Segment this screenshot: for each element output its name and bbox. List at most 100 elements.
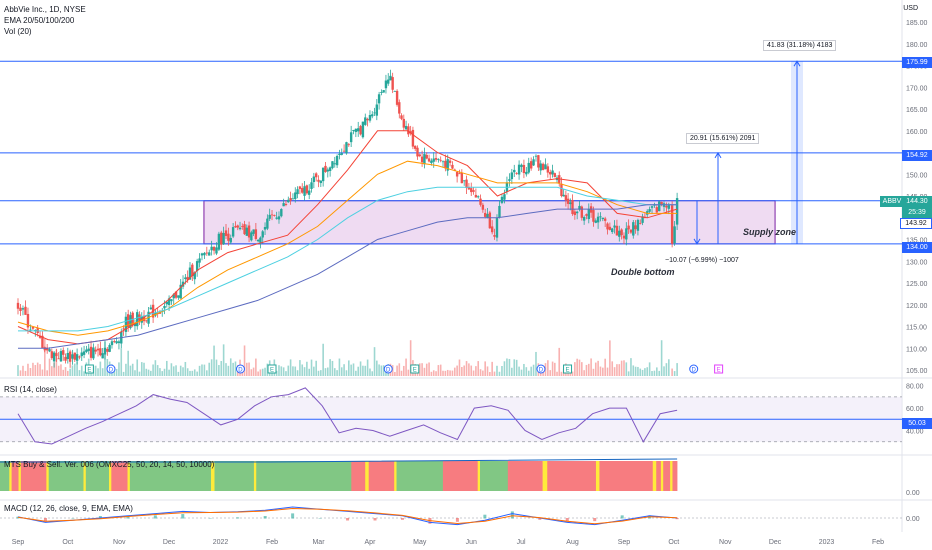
measure-label-big[interactable]: 41.83 (31.18%) 4183: [763, 40, 837, 51]
volume-bar: [491, 361, 493, 376]
candle-body: [142, 315, 146, 322]
volume-bar: [225, 363, 227, 376]
price-tick-label: 135.00: [906, 238, 928, 245]
candle-body: [364, 117, 367, 125]
candle-body: [64, 356, 67, 361]
macd-histogram-bar: [71, 518, 75, 519]
last-price-tag: 144.30: [902, 196, 932, 207]
volume-bar: [396, 365, 398, 376]
time-tick-label: Dec: [769, 539, 782, 546]
macd-histogram-bar: [483, 514, 487, 519]
candle-body: [122, 328, 125, 330]
candle-body: [287, 199, 290, 203]
candle-body: [479, 198, 482, 205]
candle-body: [275, 217, 278, 219]
volume-bar: [359, 361, 362, 376]
volume-bar: [329, 359, 331, 376]
measure-label-down[interactable]: −10.07 (−6.99%) −1007: [665, 257, 739, 264]
volume-bar: [620, 360, 623, 376]
volume-bar: [421, 363, 423, 376]
volume-bar: [482, 370, 484, 376]
symbol-title[interactable]: AbbVie Inc., 1D, NYSE: [4, 5, 86, 14]
volume-bar: [416, 371, 419, 376]
ema-line: [18, 204, 678, 349]
candle-body: [601, 217, 605, 220]
candle-body: [324, 165, 327, 172]
ema-legend[interactable]: EMA 20/50/100/200: [4, 16, 75, 25]
macd-pane-label[interactable]: MACD (12, 26, close, 9, EMA, EMA): [4, 504, 133, 513]
volume-bar: [599, 366, 602, 376]
volume-bar: [57, 365, 60, 376]
macd-histogram-bar: [538, 518, 542, 520]
time-tick-label: Oct: [62, 539, 73, 546]
mts-segment: [20, 461, 47, 491]
volume-bar: [489, 371, 491, 376]
candle-body: [245, 227, 249, 236]
rsi-pane-label[interactable]: RSI (14, close): [4, 385, 57, 394]
rsi-line: [17, 387, 678, 445]
volume-bar: [658, 370, 661, 376]
dividend-marker: [383, 364, 393, 374]
measure-label-small[interactable]: 20.91 (15.61%) 2091: [686, 133, 760, 144]
volume-bar: [285, 371, 287, 376]
event-marker-letter: E: [566, 368, 570, 374]
volume-bar: [163, 368, 166, 376]
mts-segment: [477, 461, 481, 491]
volume-bar: [673, 371, 676, 376]
volume-bar: [69, 368, 71, 376]
volume-bar: [602, 367, 604, 376]
candle-body: [539, 163, 542, 171]
candle-body: [472, 190, 475, 192]
candle-body: [596, 216, 600, 223]
candle-body: [117, 341, 121, 344]
double-bottom-label[interactable]: Double bottom: [611, 267, 675, 277]
mts-segment: [108, 461, 112, 491]
volume-bar: [362, 365, 364, 376]
macd-histogram-bar: [181, 514, 185, 519]
candle-body: [380, 92, 383, 93]
candle-body: [254, 229, 258, 239]
mts-pane-label[interactable]: MTS Buy & Sell. Ver. 006 (OMXC25, 50, 20…: [4, 460, 215, 469]
supply-zone-label[interactable]: Supply zone: [743, 227, 797, 237]
candle-body: [580, 206, 584, 218]
candle-body: [305, 185, 309, 194]
volume-bar: [613, 367, 616, 376]
candle-body: [409, 131, 412, 134]
volume-bar: [264, 367, 266, 376]
time-tick-label: Oct: [668, 539, 679, 546]
candle-body: [544, 164, 547, 170]
volume-bar: [73, 363, 76, 376]
volume-bar: [289, 359, 292, 376]
candle-body: [229, 237, 232, 243]
candle-body: [282, 203, 285, 207]
volume-bar: [515, 359, 518, 376]
volume-bar: [76, 361, 78, 376]
mts-segment: [83, 461, 87, 491]
candle-body: [129, 315, 132, 329]
candle-body: [673, 226, 676, 244]
mts-segment: [507, 461, 543, 491]
volume-bar: [118, 362, 120, 376]
candle-body: [55, 353, 58, 357]
time-tick-label: Apr: [365, 539, 377, 546]
candle-body: [312, 176, 316, 183]
candle-body: [594, 220, 597, 223]
mts-segment: [663, 461, 671, 491]
volume-bar: [472, 370, 475, 376]
volume-bar: [508, 358, 511, 376]
candle-body: [529, 161, 533, 169]
candle-body: [537, 155, 540, 168]
volume-legend[interactable]: Vol (20): [4, 27, 32, 36]
price-tick-label: 120.00: [906, 303, 928, 310]
mts-segment: [0, 461, 10, 491]
time-tick-label: Aug: [566, 539, 579, 546]
candle-body: [331, 161, 334, 169]
candle-body: [273, 215, 276, 216]
mts-segment: [442, 461, 478, 491]
mts-segment: [127, 461, 131, 491]
volume-bar: [150, 370, 152, 376]
time-tick-label: Mar: [312, 539, 325, 546]
candle-body: [599, 216, 602, 218]
volume-bar: [345, 370, 348, 376]
